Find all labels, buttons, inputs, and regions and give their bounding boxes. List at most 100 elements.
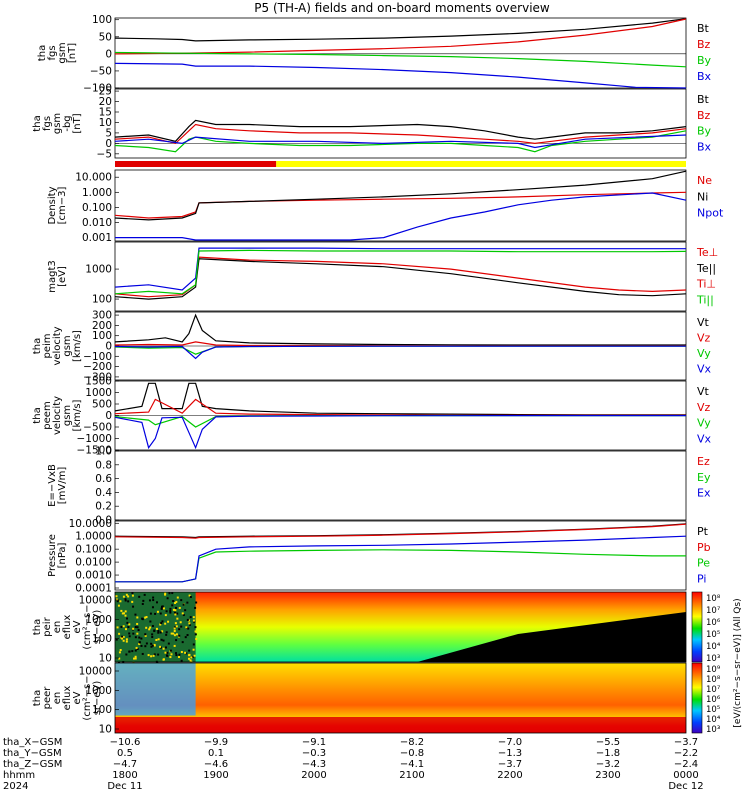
ytick-label: 0.8 [95, 459, 112, 471]
spectrogram-noise-pixel [157, 654, 159, 656]
spectrogram-noise-pixel [120, 610, 122, 612]
legend-entry-Ne: Ne [697, 174, 712, 187]
spectrogram-noise-pixel [175, 654, 177, 656]
ylabel-line: sr−eV) [92, 681, 103, 716]
spectrogram-noise-pixel [148, 654, 150, 656]
ytick-label: 10.0000 [69, 518, 112, 530]
spectrogram-noise-pixel [126, 641, 128, 643]
spectrogram-noise-pixel [157, 611, 159, 613]
spectrogram-noise-pixel [181, 660, 183, 662]
spectrogram-noise-pixel [158, 638, 160, 640]
spectrogram-noise-pixel [116, 595, 118, 597]
spectrogram-noise-pixel [167, 597, 169, 599]
spectrogram-noise-pixel [153, 655, 155, 657]
spectrogram-noise-pixel [144, 633, 146, 635]
spectrogram-noise-pixel [156, 601, 158, 603]
spectrogram-noise-pixel [168, 592, 170, 594]
ytick-label: −1000 [76, 433, 112, 445]
spectrogram-noise-pixel [159, 646, 161, 648]
xaxis-value: −5.5 [596, 737, 620, 748]
spectrogram-noise-pixel [152, 645, 154, 647]
legend-entry-Bx: Bx [697, 70, 712, 83]
xaxis-value: −4.6 [204, 759, 228, 770]
spectrogram-noise-pixel [122, 612, 124, 614]
spectrogram-noise-pixel [180, 599, 182, 601]
spectrogram-noise-pixel [142, 653, 144, 655]
spectrogram-noise-pixel [125, 599, 127, 601]
colorbar-tick: 10⁵ [706, 630, 720, 640]
panel-frame-1 [115, 89, 686, 158]
spectrogram-noise-pixel [161, 607, 163, 609]
spectrogram-noise-pixel [176, 618, 178, 620]
legend-entry-Ez: Ez [697, 455, 710, 468]
xaxis-year: 2024 [3, 781, 28, 792]
spectrogram-noise-pixel [127, 595, 129, 597]
xaxis-value: 0000 [673, 770, 698, 781]
legend-entry-Vz: Vz [697, 401, 711, 414]
legend-entry-By: By [697, 125, 712, 138]
spectrogram-noise-pixel [126, 622, 128, 624]
spectrogram-noise-pixel [187, 634, 189, 636]
spectrogram-noise-pixel [186, 602, 188, 604]
spectrogram-noise-pixel [182, 612, 184, 614]
ytick-label: 0.0100 [75, 557, 112, 569]
legend-entry-Bz: Bz [697, 109, 711, 122]
spectrogram-noise-pixel [154, 644, 156, 646]
ylabel-line: [nPa] [57, 542, 68, 568]
spectrogram-noise-pixel [149, 627, 151, 629]
panel-5: 150010005000−500−1000−1500tha peem velocit… [32, 376, 712, 457]
spectrogram-noise-pixel [178, 635, 180, 637]
spectrogram-noise-pixel [139, 641, 141, 643]
xaxis-value: −0.3 [302, 748, 326, 759]
spectrogram-noise-pixel [121, 638, 123, 640]
xaxis-value: −1.8 [596, 748, 620, 759]
spectrogram-noise-pixel [134, 614, 136, 616]
panel-0: 100 50 0 −50 −100 tha fgs gsm [nT] Bt Bz By Bx [37, 14, 712, 94]
legend-entry-Bt: Bt [697, 22, 710, 35]
legend-entry-Ti||: Ti|| [696, 293, 714, 306]
ytick-label: 1000 [85, 387, 112, 399]
spectrogram-noise-pixel [161, 620, 163, 622]
legend-entry-Pi: Pi [697, 572, 706, 585]
spectrogram-noise-pixel [185, 626, 187, 628]
xaxis-value: 0.5 [117, 748, 133, 759]
spectrogram-noise-pixel [169, 656, 171, 658]
colorbar-ion [692, 592, 702, 662]
ytick-label: 10 [99, 724, 112, 736]
panel-frame-3 [115, 242, 686, 311]
spectrogram-noise-pixel [132, 633, 134, 635]
legend-entry-Vx: Vx [697, 363, 712, 376]
legend-entry-Pt: Pt [697, 525, 709, 538]
spectrogram-noise-pixel [175, 652, 177, 654]
spectrogram-noise-pixel [145, 627, 147, 629]
legend-entry-Vz: Vz [697, 332, 711, 345]
spectrogram-noise-pixel [131, 601, 133, 603]
spectrogram-noise-pixel [188, 658, 190, 660]
spectrogram-noise-pixel [193, 643, 195, 645]
ytick-label: 0.0001 [75, 582, 112, 594]
spectrogram-noise-pixel [152, 625, 154, 627]
colorbar-tick: 10³ [706, 725, 720, 735]
xaxis-value: −9.9 [204, 737, 228, 748]
series-Npot [115, 193, 686, 240]
spectrogram-noise-pixel [177, 597, 179, 599]
legend-entry-Npot: Npot [697, 207, 724, 220]
spectrogram-noise-pixel [127, 626, 129, 628]
series-Bx [115, 63, 686, 88]
spectrogram-noise-pixel [162, 605, 164, 607]
spectrogram-noise-pixel [188, 654, 190, 656]
panels: 100500−50−100tha fgs gsm [nT]BtBzByBx252015… [32, 14, 724, 735]
xaxis-value: −3.7 [498, 759, 522, 770]
spectrogram-noise-pixel [120, 649, 122, 651]
xaxis-value: 0.1 [208, 748, 224, 759]
spectrogram-noise-pixel [184, 652, 186, 654]
colorbar-tick: 10³ [706, 654, 720, 664]
spectrogram-noise-pixel [129, 651, 131, 653]
series-Pi [115, 536, 686, 582]
ylabel-line: [nT] [72, 113, 83, 133]
panel-9: 10000100010010tha peer en eflux eV (cm²−s− sr−… [32, 663, 686, 736]
spectrogram-noise-pixel [195, 633, 197, 635]
xaxis-value: −3.2 [596, 759, 620, 770]
spectrogram-noise-pixel [146, 642, 148, 644]
